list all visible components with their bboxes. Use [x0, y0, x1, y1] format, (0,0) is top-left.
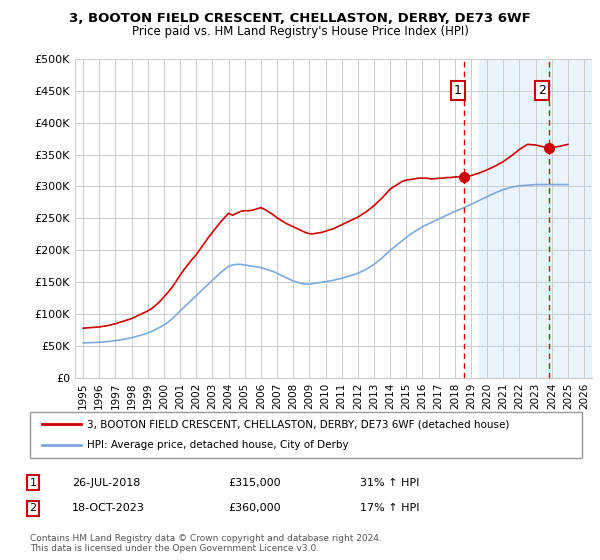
Text: Contains HM Land Registry data © Crown copyright and database right 2024.
This d: Contains HM Land Registry data © Crown c…: [30, 534, 382, 553]
Text: 17% ↑ HPI: 17% ↑ HPI: [360, 503, 419, 514]
Text: 3, BOOTON FIELD CRESCENT, CHELLASTON, DERBY, DE73 6WF: 3, BOOTON FIELD CRESCENT, CHELLASTON, DE…: [69, 12, 531, 25]
Text: HPI: Average price, detached house, City of Derby: HPI: Average price, detached house, City…: [87, 440, 349, 450]
Text: 3, BOOTON FIELD CRESCENT, CHELLASTON, DERBY, DE73 6WF (detached house): 3, BOOTON FIELD CRESCENT, CHELLASTON, DE…: [87, 419, 509, 430]
Text: 1: 1: [29, 478, 37, 488]
Text: 31% ↑ HPI: 31% ↑ HPI: [360, 478, 419, 488]
Text: 2: 2: [29, 503, 37, 514]
Text: £360,000: £360,000: [228, 503, 281, 514]
Text: 2: 2: [538, 85, 546, 97]
Bar: [560, 59, 592, 378]
Text: 26-JUL-2018: 26-JUL-2018: [72, 478, 140, 488]
Text: £315,000: £315,000: [228, 478, 281, 488]
Text: 18-OCT-2023: 18-OCT-2023: [72, 503, 145, 514]
Bar: [479, 59, 592, 378]
Text: 1: 1: [454, 85, 461, 97]
Text: Price paid vs. HM Land Registry's House Price Index (HPI): Price paid vs. HM Land Registry's House …: [131, 25, 469, 38]
